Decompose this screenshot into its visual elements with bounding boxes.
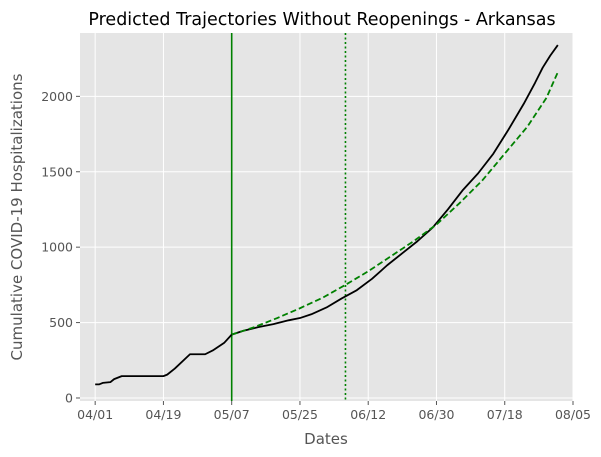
x-tick-label: 07/18 [487, 407, 523, 422]
x-tick-label: 06/30 [418, 407, 454, 422]
chart-title: Predicted Trajectories Without Reopening… [88, 10, 555, 30]
y-tick-label: 0 [65, 390, 73, 405]
x-tick-label: 05/25 [282, 407, 318, 422]
series-group [95, 44, 559, 386]
x-tick-label: 04/01 [77, 407, 113, 422]
x-tick-label: 04/19 [145, 407, 181, 422]
x-tick-label: 06/12 [350, 407, 386, 422]
vertical-markers [230, 33, 347, 401]
series-line-solid [95, 44, 559, 386]
x-tick-label: 08/05 [555, 407, 591, 422]
y-axis: 0 500 1000 1500 2000 [41, 89, 80, 405]
y-tick-label: 2000 [41, 89, 73, 104]
y-tick-label: 1000 [41, 240, 73, 255]
plot-area [80, 33, 573, 401]
series-line-dashed [231, 71, 559, 336]
x-tick-label: 05/07 [214, 407, 250, 422]
x-axis: 04/01 04/19 05/07 05/25 06/12 06/30 07/18 08/05 [77, 401, 591, 422]
y-axis-label: Cumulative COVID-19 Hospitalizations [8, 73, 26, 360]
x-axis-label: Dates [304, 430, 348, 448]
y-tick-label: 500 [49, 315, 73, 330]
y-tick-label: 1500 [41, 164, 73, 179]
